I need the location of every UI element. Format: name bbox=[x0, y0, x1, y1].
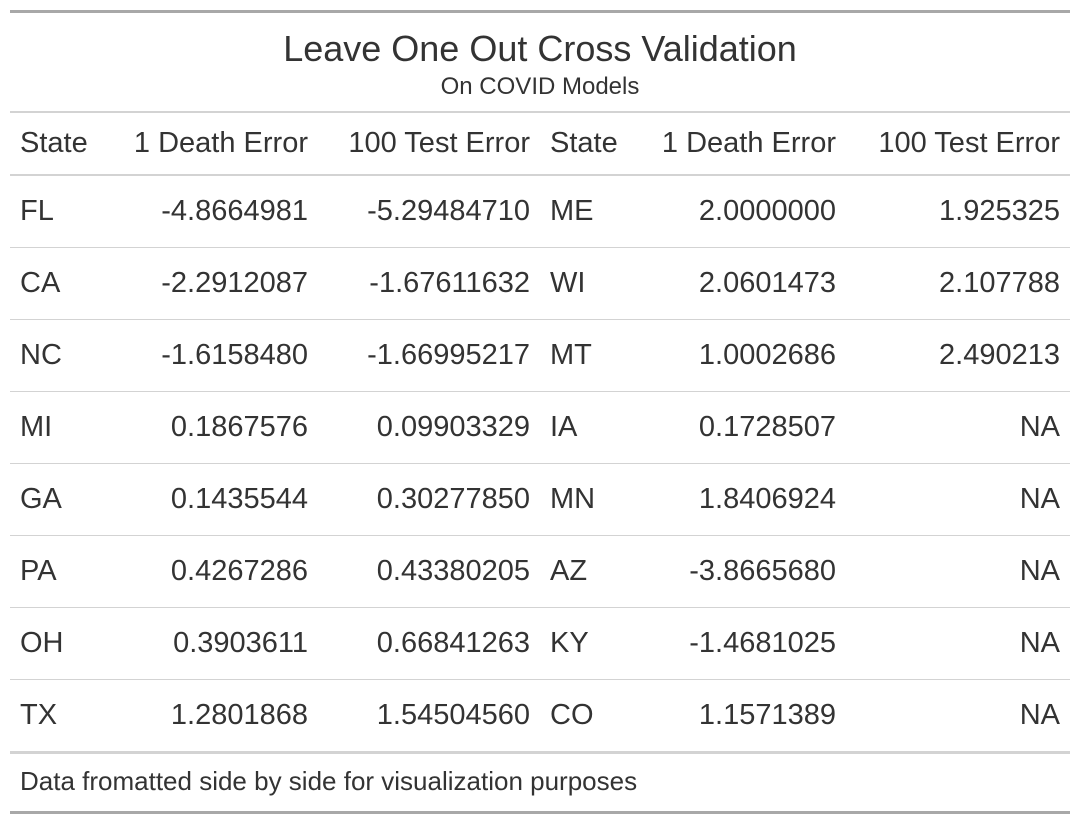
test-error-cell-2: 2.107788 bbox=[846, 247, 1070, 320]
table-row: PA 0.4267286 0.43380205 AZ -3.8665680 NA bbox=[10, 535, 1070, 608]
table-body: FL -4.8664981 -5.29484710 ME 2.0000000 1.9253… bbox=[10, 175, 1070, 754]
death-error-cell-2: -3.8665680 bbox=[636, 535, 846, 608]
table-row: NC -1.6158480 -1.66995217 MT 1.0002686 2.4902… bbox=[10, 319, 1070, 392]
test-error-cell: -5.29484710 bbox=[318, 175, 540, 248]
death-error-cell-2: 2.0000000 bbox=[636, 175, 846, 248]
state-cell: PA bbox=[10, 535, 108, 608]
state-cell-2: AZ bbox=[540, 535, 636, 608]
state-cell: GA bbox=[10, 463, 108, 536]
state-cell: OH bbox=[10, 607, 108, 680]
test-error-cell-2: 2.490213 bbox=[846, 319, 1070, 392]
state-cell: TX bbox=[10, 679, 108, 754]
test-error-cell-2: NA bbox=[846, 607, 1070, 680]
death-error-cell-2: 1.8406924 bbox=[636, 463, 846, 536]
death-error-cell-2: 2.0601473 bbox=[636, 247, 846, 320]
column-header-death-error: 1 Death Error bbox=[108, 113, 318, 176]
test-error-cell-2: NA bbox=[846, 463, 1070, 536]
death-error-cell: 0.1867576 bbox=[108, 391, 318, 464]
cross-validation-table: State 1 Death Error 100 Test Error State… bbox=[10, 113, 1070, 754]
state-cell-2: MT bbox=[540, 319, 636, 392]
test-error-cell: 0.30277850 bbox=[318, 463, 540, 536]
table-row: TX 1.2801868 1.54504560 CO 1.1571389 NA bbox=[10, 679, 1070, 754]
test-error-cell-2: 1.925325 bbox=[846, 175, 1070, 248]
table-footnote: Data fromatted side by side for visualiz… bbox=[10, 754, 1070, 814]
state-cell-2: CO bbox=[540, 679, 636, 754]
test-error-cell: 0.66841263 bbox=[318, 607, 540, 680]
state-cell: NC bbox=[10, 319, 108, 392]
test-error-cell: 1.54504560 bbox=[318, 679, 540, 754]
header-row: State 1 Death Error 100 Test Error State… bbox=[10, 113, 1070, 176]
table-row: CA -2.2912087 -1.67611632 WI 2.0601473 2.1077… bbox=[10, 247, 1070, 320]
death-error-cell: -1.6158480 bbox=[108, 319, 318, 392]
test-error-cell-2: NA bbox=[846, 535, 1070, 608]
test-error-cell: 0.43380205 bbox=[318, 535, 540, 608]
state-cell-2: KY bbox=[540, 607, 636, 680]
death-error-cell-2: 1.1571389 bbox=[636, 679, 846, 754]
column-header-test-error: 100 Test Error bbox=[318, 113, 540, 176]
table-title: Leave One Out Cross Validation bbox=[283, 28, 797, 69]
table-row: OH 0.3903611 0.66841263 KY -1.4681025 NA bbox=[10, 607, 1070, 680]
death-error-cell: 0.3903611 bbox=[108, 607, 318, 680]
column-header-state-2: State bbox=[540, 113, 636, 176]
table-row: GA 0.1435544 0.30277850 MN 1.8406924 NA bbox=[10, 463, 1070, 536]
death-error-cell: 0.1435544 bbox=[108, 463, 318, 536]
death-error-cell-2: 1.0002686 bbox=[636, 319, 846, 392]
column-header-death-error-2: 1 Death Error bbox=[636, 113, 846, 176]
death-error-cell: 1.2801868 bbox=[108, 679, 318, 754]
column-header-state: State bbox=[10, 113, 108, 176]
state-cell: MI bbox=[10, 391, 108, 464]
death-error-cell: -4.8664981 bbox=[108, 175, 318, 248]
test-error-cell: -1.66995217 bbox=[318, 319, 540, 392]
death-error-cell: -2.2912087 bbox=[108, 247, 318, 320]
death-error-cell-2: -1.4681025 bbox=[636, 607, 846, 680]
test-error-cell-2: NA bbox=[846, 679, 1070, 754]
death-error-cell: 0.4267286 bbox=[108, 535, 318, 608]
table-heading: Leave One Out Cross Validation On COVID … bbox=[10, 10, 1070, 113]
test-error-cell: -1.67611632 bbox=[318, 247, 540, 320]
state-cell-2: WI bbox=[540, 247, 636, 320]
death-error-cell-2: 0.1728507 bbox=[636, 391, 846, 464]
column-header-test-error-2: 100 Test Error bbox=[846, 113, 1070, 176]
table-row: MI 0.1867576 0.09903329 IA 0.1728507 NA bbox=[10, 391, 1070, 464]
state-cell-2: ME bbox=[540, 175, 636, 248]
table-row: FL -4.8664981 -5.29484710 ME 2.0000000 1.9253… bbox=[10, 175, 1070, 248]
test-error-cell-2: NA bbox=[846, 391, 1070, 464]
test-error-cell: 0.09903329 bbox=[318, 391, 540, 464]
state-cell-2: MN bbox=[540, 463, 636, 536]
state-cell: CA bbox=[10, 247, 108, 320]
table-subtitle: On COVID Models bbox=[440, 73, 640, 100]
state-cell: FL bbox=[10, 175, 108, 248]
state-cell-2: IA bbox=[540, 391, 636, 464]
results-table-container: Leave One Out Cross Validation On COVID … bbox=[10, 10, 1070, 814]
